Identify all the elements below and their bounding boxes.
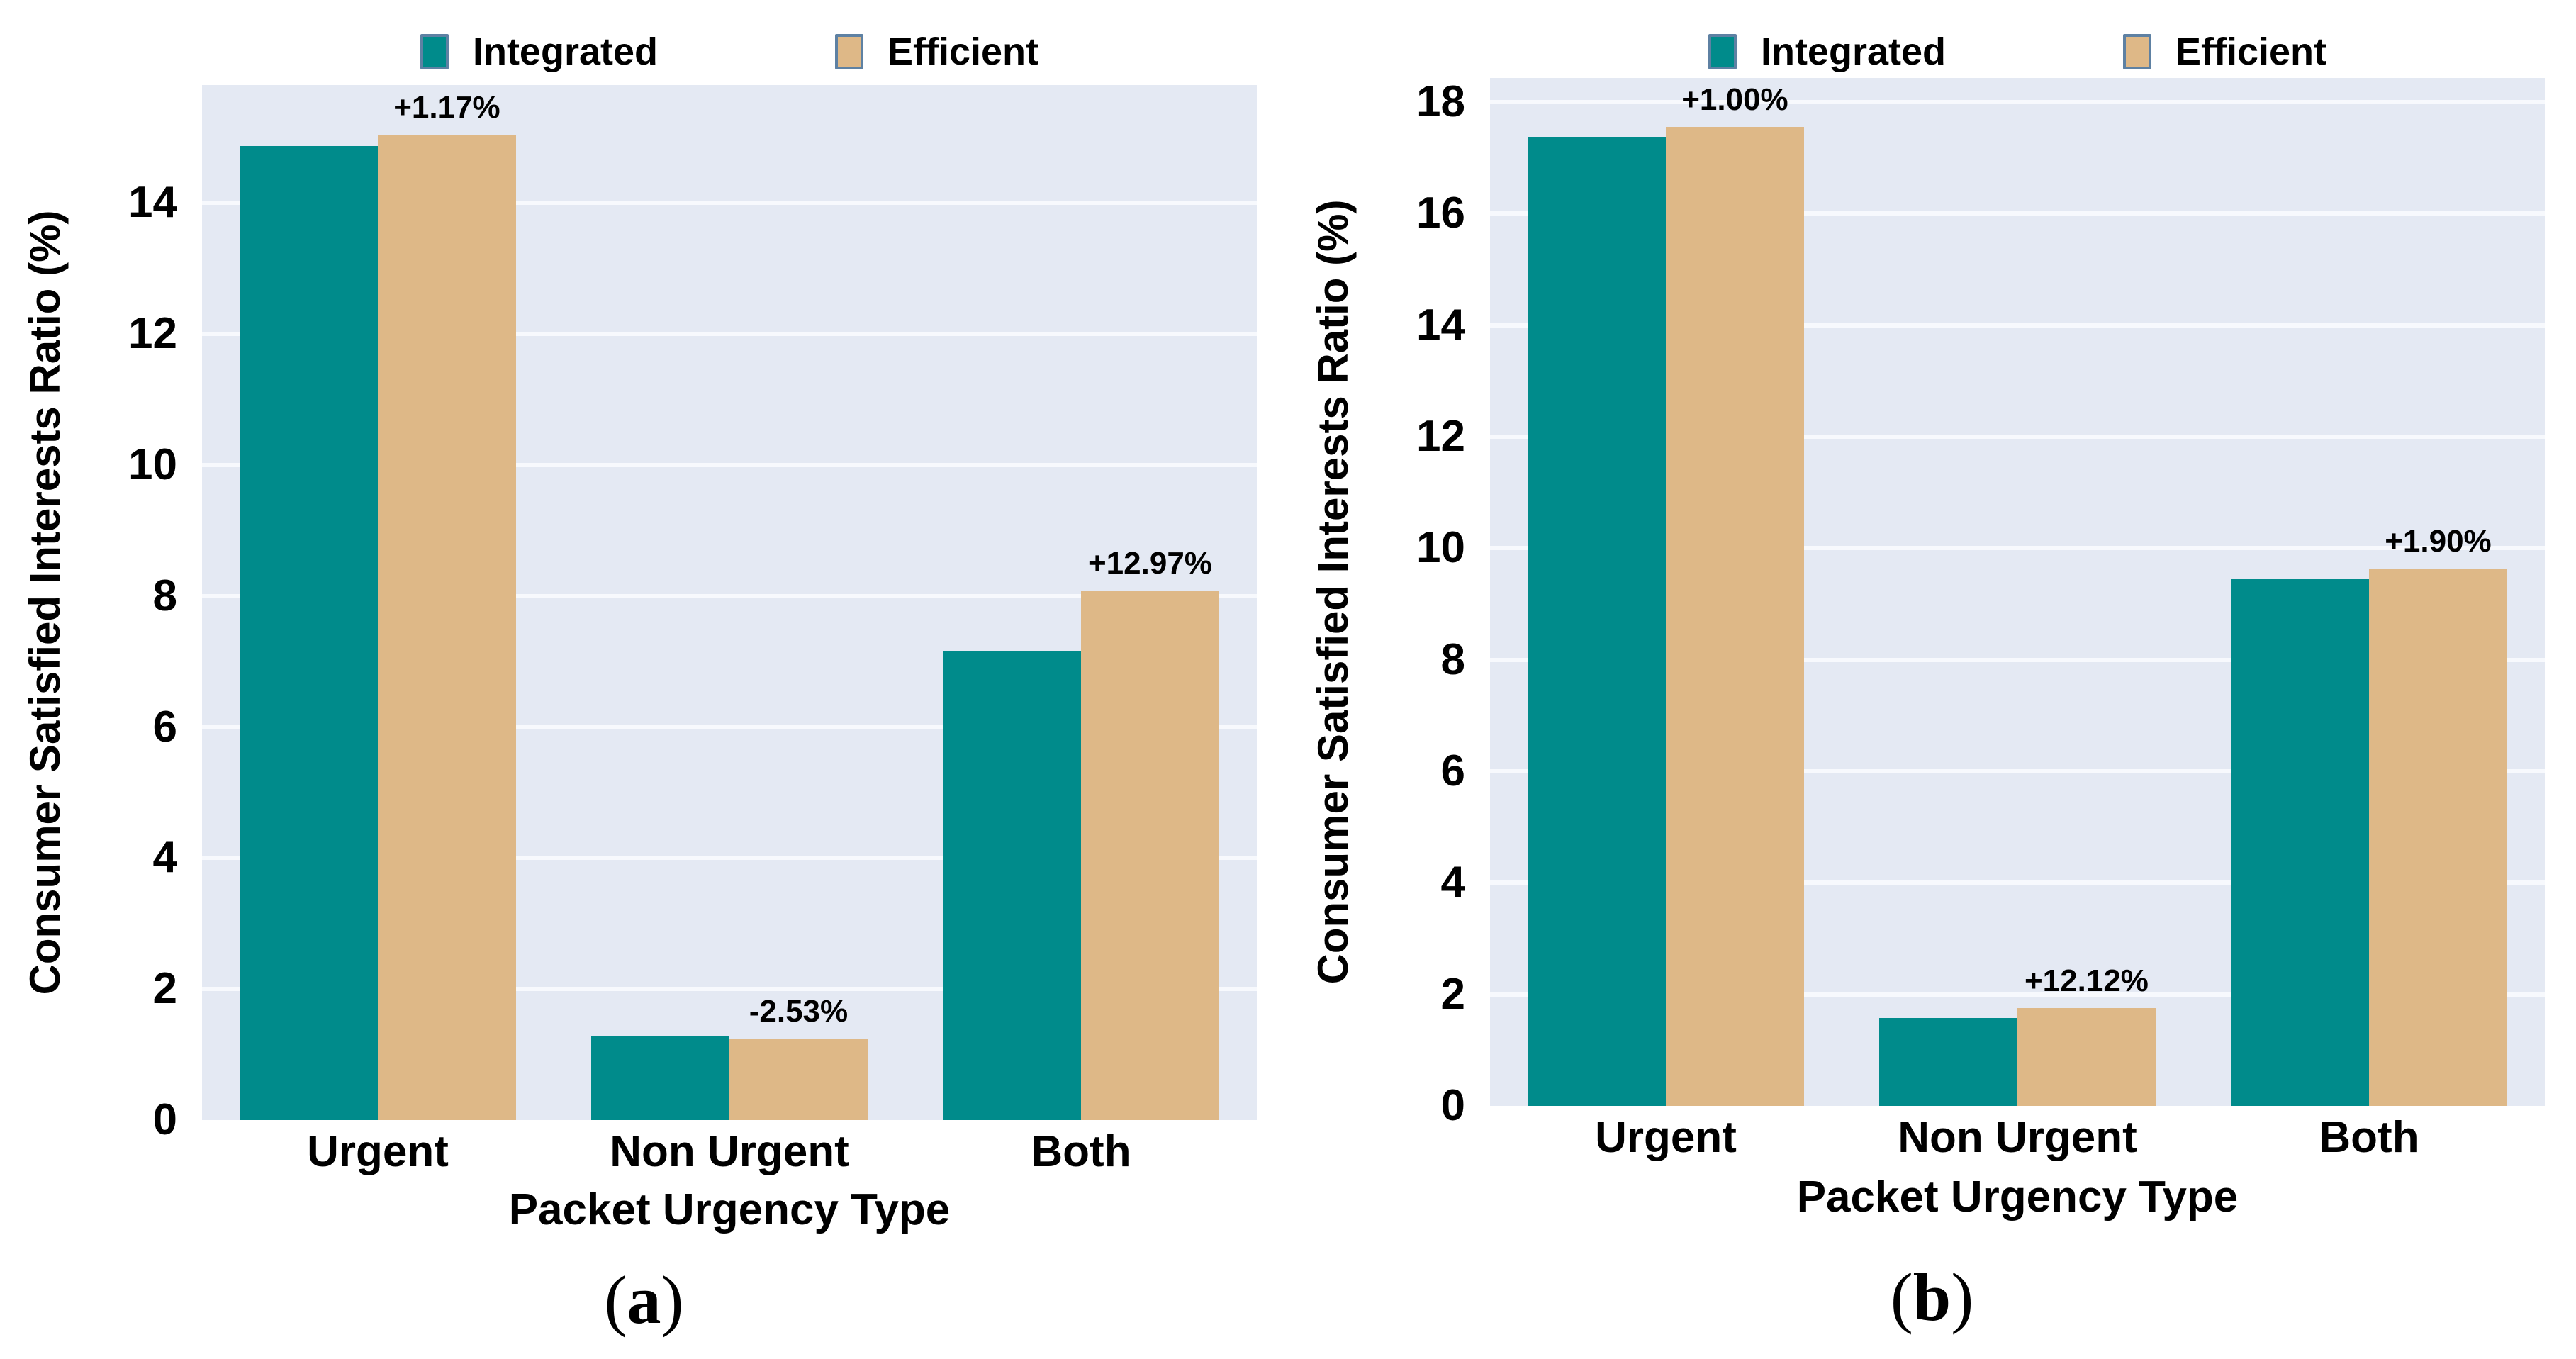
legend: Integrated Efficient (202, 20, 1257, 84)
y-tick-12: 12 (1416, 411, 1465, 461)
legend-entry-efficient: Efficient (2123, 33, 2326, 71)
bar-efficient-urgent: +1.00% (1666, 84, 1804, 1106)
legend-entry-efficient: Efficient (835, 33, 1038, 71)
bar-efficient-urgent: +1.17% (378, 92, 516, 1120)
y-tick-4: 4 (152, 833, 177, 883)
legend: Integrated Efficient (1490, 20, 2545, 84)
chart-b-panel: Integrated Efficient Consumer Satisfied I… (1288, 0, 2576, 1359)
gridline-6 (202, 725, 1257, 729)
caption: (b) (1288, 1263, 2576, 1331)
bar-gain-label-both: +1.90% (2385, 524, 2492, 559)
caption-paren-close: ) (1951, 1259, 1974, 1335)
x-tick-non-urgent: Non Urgent (610, 1127, 849, 1176)
gridline-8 (202, 593, 1257, 598)
y-axis-ticks: 0 2 4 6 8 10 12 14 16 18 (1288, 77, 1465, 1127)
x-tick-urgent: Urgent (1595, 1113, 1737, 1162)
gridline-10 (202, 462, 1257, 467)
bar-efficient-non-urgent: -2.53% (729, 995, 868, 1120)
legend-entry-integrated: Integrated (420, 33, 658, 71)
bar-group-urgent: +1.17% (202, 85, 554, 1120)
y-tick-6: 6 (152, 702, 177, 751)
y-tick-8: 8 (1440, 634, 1465, 684)
bar-efficient-non-urgent: +12.12% (2017, 965, 2156, 1106)
legend-swatch-integrated-icon (420, 34, 449, 69)
bar-integrated-urgent (240, 145, 378, 1120)
y-tick-16: 16 (1416, 189, 1465, 238)
caption-paren-open: ( (604, 1262, 627, 1338)
caption-letter: b (1913, 1259, 1951, 1335)
gridline-6 (1490, 768, 2545, 773)
bar-integrated-urgent (1528, 136, 1666, 1106)
bar-gain-label-non-urgent: +12.12% (2024, 963, 2149, 998)
bar-group-non-urgent: -2.53% (554, 85, 905, 1120)
legend-entry-integrated: Integrated (1708, 33, 1946, 71)
y-tick-14: 14 (1416, 300, 1465, 349)
y-axis-ticks: 0 2 4 6 8 10 12 14 (0, 85, 177, 1142)
plot-area: +1.17% -2.53% +12.97% (202, 85, 1257, 1120)
gridline-12 (1490, 434, 2545, 439)
bar-group-urgent: +1.00% (1490, 78, 1842, 1106)
bar-gain-label-both: +12.97% (1087, 546, 1212, 581)
legend-swatch-efficient-icon (2123, 34, 2151, 69)
bar-efficient-both: +1.90% (2369, 526, 2507, 1106)
legend-swatch-efficient-icon (835, 34, 863, 69)
y-tick-10: 10 (1416, 523, 1465, 573)
gridline-12 (202, 332, 1257, 337)
legend-swatch-integrated-icon (1708, 34, 1737, 69)
y-tick-6: 6 (1440, 746, 1465, 795)
gridline-4 (1490, 880, 2545, 885)
bar-integrated-both (2231, 578, 2369, 1106)
caption-letter: a (627, 1262, 661, 1338)
legend-label-integrated: Integrated (472, 30, 658, 73)
y-tick-14: 14 (128, 178, 177, 228)
gridline-10 (1490, 546, 2545, 551)
bar-integrated-both (943, 651, 1081, 1120)
caption-paren-close: ) (661, 1262, 684, 1338)
legend-label-efficient: Efficient (887, 30, 1039, 73)
gridline-8 (1490, 657, 2545, 662)
x-axis-label: Packet Urgency Type (508, 1185, 951, 1234)
y-tick-0: 0 (1440, 1081, 1465, 1130)
y-tick-2: 2 (1440, 969, 1465, 1019)
bar-gain-label-urgent: +1.17% (393, 90, 500, 125)
bar-gain-label-urgent: +1.00% (1681, 82, 1788, 118)
x-axis-label: Packet Urgency Type (1796, 1173, 2239, 1221)
bar-group-both: +12.97% (905, 85, 1257, 1120)
caption-paren-open: ( (1890, 1259, 1913, 1335)
y-tick-8: 8 (152, 571, 177, 620)
gridline-18 (1490, 99, 2545, 104)
y-tick-18: 18 (1416, 77, 1465, 126)
caption: (a) (0, 1266, 1288, 1334)
x-axis-ticks: Urgent Non Urgent Both (202, 1130, 1257, 1174)
gridline-16 (1490, 211, 2545, 216)
bar-efficient-both: +12.97% (1081, 548, 1219, 1120)
bar-gain-label-non-urgent: -2.53% (749, 993, 849, 1029)
legend-label-integrated: Integrated (1760, 30, 1946, 73)
x-tick-non-urgent: Non Urgent (1898, 1113, 2137, 1162)
y-tick-4: 4 (1440, 858, 1465, 907)
x-tick-both: Both (2319, 1113, 2419, 1162)
x-tick-both: Both (1031, 1127, 1131, 1176)
legend-label-efficient: Efficient (2175, 30, 2327, 73)
x-tick-urgent: Urgent (307, 1127, 449, 1176)
y-tick-0: 0 (152, 1095, 177, 1144)
y-tick-10: 10 (128, 440, 177, 489)
x-axis-ticks: Urgent Non Urgent Both (1490, 1116, 2545, 1160)
gridline-2 (1490, 992, 2545, 997)
plot-area: +1.00% +12.12% +1.90% (1490, 78, 2545, 1106)
bar-integrated-non-urgent (591, 1036, 729, 1120)
gridline-14 (202, 201, 1257, 206)
gridline-2 (202, 987, 1257, 992)
bar-group-both: +1.90% (2193, 78, 2545, 1106)
y-tick-2: 2 (152, 964, 177, 1014)
bar-group-non-urgent: +12.12% (1842, 78, 2193, 1106)
gridline-14 (1490, 323, 2545, 328)
chart-a-panel: Integrated Efficient Consumer Satisfied I… (0, 20, 1288, 1334)
y-tick-12: 12 (128, 309, 177, 359)
bar-integrated-non-urgent (1879, 1018, 2017, 1106)
gridline-4 (202, 856, 1257, 861)
